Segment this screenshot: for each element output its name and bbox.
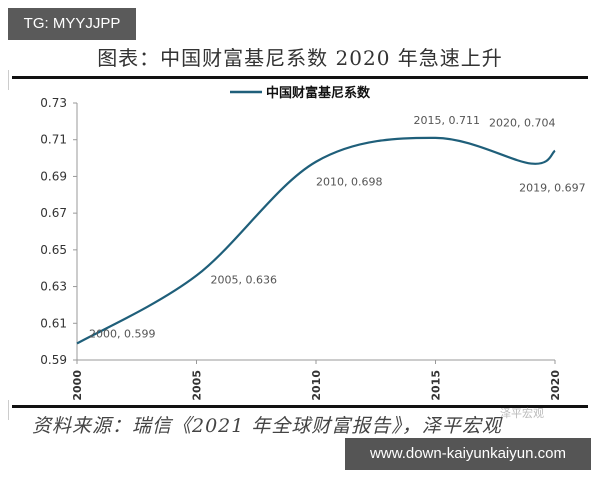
data-label: 2005, 0.636	[211, 274, 277, 287]
data-label: 2000, 0.599	[89, 327, 155, 340]
chart-axes: 0.59 0.61 0.63 0.65 0.67 0.69 0.71 0.73 2000 2005…	[40, 96, 562, 401]
x-tick-label: 2000	[71, 370, 84, 401]
x-tick-label: 2020	[549, 370, 562, 401]
y-tick-label: 0.69	[40, 169, 67, 183]
y-tick-label: 0.71	[40, 133, 67, 147]
y-tick-label: 0.73	[40, 96, 67, 110]
chart-title: 图表：中国财富基尼系数 2020 年急速上升	[97, 46, 503, 70]
source-note: 资料来源：瑞信《2021 年全球财富报告》，泽平宏观	[32, 415, 502, 437]
watermark-text: 泽平宏观	[500, 407, 544, 420]
y-tick-label: 0.59	[40, 353, 67, 367]
chart-series	[76, 136, 556, 345]
chart-data-labels: 2000, 0.599 2005, 0.636 2010, 0.698 2015, 0…	[89, 114, 586, 341]
data-label: 2020, 0.704	[489, 117, 555, 130]
url-badge: www.down-kaiyunkaiyun.com	[345, 438, 591, 470]
data-label: 2015, 0.711	[414, 114, 480, 127]
top-rule	[12, 76, 588, 79]
left-edge-mark-bottom	[8, 400, 9, 420]
bottom-rule	[12, 405, 588, 408]
gini-line	[76, 136, 556, 345]
tg-badge: TG: MYYJJPP	[8, 8, 136, 40]
chart-legend: 中国财富基尼系数	[230, 85, 371, 101]
legend-label: 中国财富基尼系数	[266, 85, 371, 101]
x-tick-label: 2010	[310, 370, 323, 401]
y-tick-label: 0.67	[40, 206, 67, 220]
y-tick-label: 0.65	[40, 243, 67, 257]
data-label: 2010, 0.698	[316, 176, 382, 189]
x-tick-label: 2005	[191, 370, 204, 401]
y-tick-label: 0.63	[40, 280, 67, 294]
x-tick-label: 2015	[430, 370, 443, 401]
y-tick-label: 0.61	[40, 316, 67, 330]
data-label: 2019, 0.697	[519, 182, 585, 195]
left-edge-mark	[8, 70, 9, 90]
